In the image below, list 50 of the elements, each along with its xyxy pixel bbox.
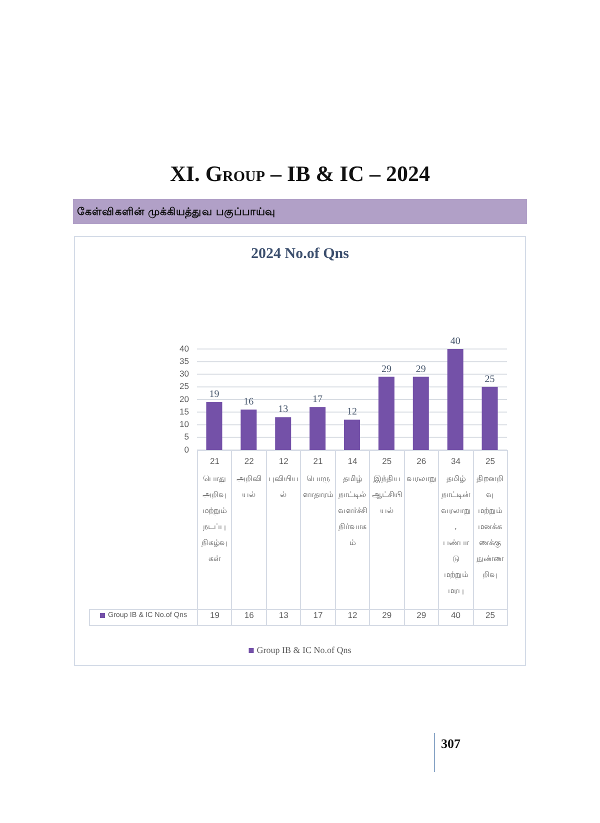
bar bbox=[482, 386, 498, 450]
bar bbox=[447, 349, 464, 450]
y-tick-label: 5 bbox=[184, 432, 190, 442]
annotation: 13 bbox=[278, 404, 288, 416]
text: 307 bbox=[441, 736, 461, 751]
x-tick-label: 25 திறனறிவு மற்றும் மனக்கணக்கு நுண்ணறிவு bbox=[476, 455, 505, 581]
annotation: 29 bbox=[416, 364, 426, 375]
x-tick-label: 14 தமிழ் நாட்டில் வளர்ச்சி நிர்வாகம் bbox=[336, 455, 368, 549]
data-label: 17 bbox=[300, 610, 336, 626]
data-label: 12 bbox=[335, 610, 370, 626]
bar bbox=[412, 376, 429, 450]
y-tick-label: 10 bbox=[180, 419, 190, 429]
y-tick-label: 35 bbox=[180, 356, 190, 366]
x-tick-label: 26 வரலாறு bbox=[405, 455, 438, 486]
x-tick-label: 21 பொருளாதாரம் bbox=[302, 455, 334, 501]
x-tick-label: 22 அறிவியல் bbox=[236, 455, 263, 501]
y-tick-label: 40 bbox=[180, 343, 190, 354]
data-label: 19 bbox=[198, 610, 232, 626]
annotation: 40 bbox=[450, 336, 460, 347]
bar bbox=[344, 420, 360, 450]
annotation: 19 bbox=[209, 389, 220, 400]
bar bbox=[310, 407, 326, 450]
x-tick-label: 25 இந்திய ஆட்சியியல் bbox=[370, 455, 403, 517]
y-tick-label: 30 bbox=[180, 368, 190, 378]
data-label: 29 bbox=[370, 610, 404, 626]
data-label: 40 bbox=[438, 610, 473, 626]
text: Group IB & IC No.of Qns bbox=[256, 645, 352, 656]
bar bbox=[275, 417, 292, 450]
y-tick-label: 0 bbox=[184, 444, 190, 454]
data-label: 13 bbox=[266, 610, 301, 626]
annotation: 29 bbox=[381, 364, 392, 375]
y-tick-label: 25 bbox=[180, 381, 190, 392]
annotation: 16 bbox=[244, 396, 254, 408]
annotation: 12 bbox=[347, 406, 357, 418]
data-label: 16 bbox=[232, 610, 266, 626]
chart-title: 2024 No.of Qns bbox=[251, 246, 350, 262]
data-label: 25 bbox=[473, 610, 508, 626]
text: XI. Group – IB & IC – 2024 bbox=[170, 161, 430, 186]
annotation: 17 bbox=[312, 394, 323, 406]
bar bbox=[206, 402, 222, 450]
y-tick-label: 15 bbox=[180, 406, 190, 416]
bar bbox=[240, 410, 257, 450]
bar bbox=[378, 376, 394, 450]
category-label: 34 தமிழ் நாட்டின் வரலாறு, பண்பாடு மற்றும் மரபு bbox=[440, 456, 471, 595]
annotation: 25 bbox=[484, 374, 495, 385]
x-tick-label: 12 புவியியல் bbox=[268, 455, 300, 501]
y-tick-label: 20 bbox=[180, 394, 190, 404]
text: கேள்விகளின் முக்கியத்துவ பகுப்பாய்வு bbox=[77, 206, 276, 220]
data-label: 29 bbox=[404, 610, 439, 626]
x-tick-label: 21 பொது அறிவு மற்றும் நடப்பு நிகழ்வுகள் bbox=[200, 455, 229, 565]
